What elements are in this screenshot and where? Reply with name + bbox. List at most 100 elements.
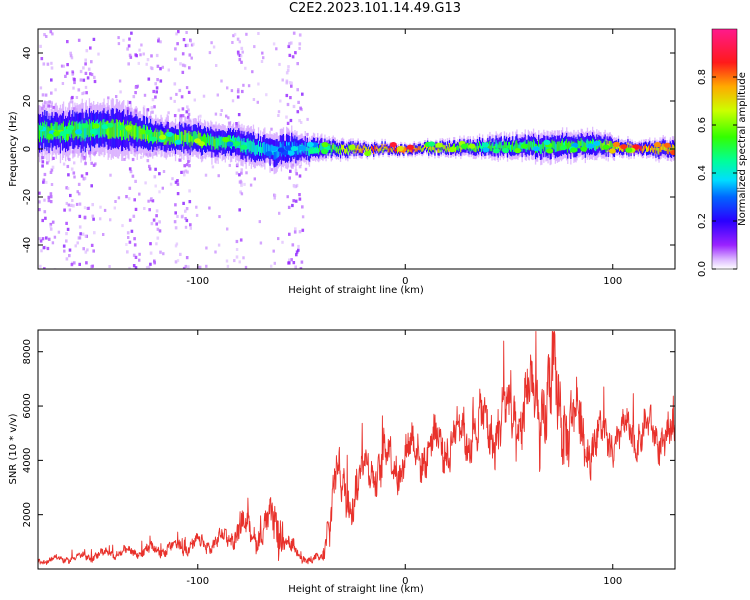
heatmap-cell bbox=[239, 179, 243, 183]
heatmap-cell bbox=[478, 141, 481, 148]
heatmap-cell bbox=[601, 143, 603, 151]
heatmap-cell bbox=[568, 141, 570, 149]
heatmap-cell bbox=[236, 37, 240, 41]
heatmap-cell bbox=[190, 131, 192, 142]
heatmap-cell bbox=[490, 145, 492, 152]
heatmap-cell bbox=[49, 224, 52, 228]
spectrogram-x-axis-label: Height of straight line (km) bbox=[288, 285, 424, 296]
heatmap-cell bbox=[70, 100, 73, 104]
heatmap-cell bbox=[288, 176, 291, 180]
heatmap-cell bbox=[293, 185, 296, 189]
heatmap-cell bbox=[218, 135, 220, 146]
heatmap-hotspot bbox=[593, 140, 601, 146]
heatmap-hotspot bbox=[174, 139, 182, 145]
heatmap-cell bbox=[257, 82, 260, 86]
heatmap-cell bbox=[498, 141, 500, 149]
heatmap-cell bbox=[260, 60, 264, 63]
heatmap-cell bbox=[199, 265, 202, 269]
heatmap-cell bbox=[150, 222, 154, 226]
heatmap-cell bbox=[511, 144, 513, 152]
heatmap-cell bbox=[174, 133, 177, 147]
heatmap-cell bbox=[186, 43, 189, 47]
heatmap-cell bbox=[509, 141, 511, 150]
heatmap-cell bbox=[110, 120, 112, 139]
heatmap-cell bbox=[140, 128, 142, 141]
heatmap-cell bbox=[193, 131, 195, 142]
heatmap-cell bbox=[395, 147, 398, 152]
heatmap-cell bbox=[214, 138, 216, 150]
heatmap-cell bbox=[219, 113, 222, 117]
heatmap-cell bbox=[68, 248, 72, 252]
heatmap-cell bbox=[82, 91, 86, 95]
heatmap-cell bbox=[239, 238, 243, 242]
snr-plot-area bbox=[38, 330, 675, 565]
heatmap-cell bbox=[228, 121, 231, 125]
heatmap-cell bbox=[131, 174, 135, 178]
heatmap-cell bbox=[86, 76, 90, 80]
heatmap-cell bbox=[347, 148, 349, 155]
heatmap-cell bbox=[82, 123, 84, 141]
heatmap-cell bbox=[65, 239, 68, 243]
heatmap-cell bbox=[175, 242, 179, 246]
heatmap-hotspot bbox=[580, 146, 588, 152]
heatmap-cell bbox=[99, 121, 101, 138]
heatmap-cell bbox=[294, 265, 297, 269]
heatmap-cell bbox=[144, 181, 147, 185]
heatmap-cell bbox=[115, 119, 118, 137]
heatmap-cell bbox=[286, 102, 290, 107]
heatmap-cell bbox=[399, 149, 401, 154]
heatmap-cell bbox=[186, 170, 189, 174]
heatmap-cell bbox=[171, 133, 174, 144]
heatmap-cell bbox=[69, 193, 72, 198]
heatmap-cell bbox=[247, 138, 249, 150]
heatmap-hotspot bbox=[448, 147, 456, 153]
heatmap-cell bbox=[68, 208, 72, 212]
heatmap-cell bbox=[74, 244, 77, 248]
heatmap-cell bbox=[75, 122, 77, 137]
heatmap-cell bbox=[197, 130, 200, 144]
heatmap-cell bbox=[488, 144, 490, 152]
heatmap-cell bbox=[121, 123, 123, 141]
heatmap-cell bbox=[52, 105, 56, 110]
heatmap-cell bbox=[582, 141, 584, 150]
heatmap-cell bbox=[410, 149, 412, 153]
heatmap-hotspot bbox=[38, 125, 44, 131]
snr-x-tick-label: 0 bbox=[402, 576, 408, 587]
heatmap-cell bbox=[134, 266, 138, 269]
heatmap-cell bbox=[127, 236, 130, 239]
heatmap-cell bbox=[655, 147, 657, 155]
heatmap-hotspot bbox=[514, 148, 522, 154]
heatmap-cell bbox=[237, 88, 240, 92]
heatmap-cell bbox=[44, 93, 48, 97]
heatmap-cell bbox=[155, 53, 159, 58]
heatmap-cell bbox=[188, 164, 191, 168]
heatmap-cell bbox=[84, 234, 87, 238]
heatmap-cell bbox=[289, 96, 292, 100]
heatmap-cell bbox=[242, 256, 245, 260]
heatmap-cell bbox=[285, 71, 289, 75]
heatmap-cell bbox=[225, 259, 229, 263]
heatmap-cell bbox=[84, 85, 88, 89]
spectrogram-heatmap bbox=[38, 30, 675, 269]
heatmap-cell bbox=[275, 146, 277, 159]
heatmap-cell bbox=[239, 190, 242, 194]
heatmap-cell bbox=[290, 81, 293, 85]
heatmap-cell bbox=[433, 146, 435, 151]
heatmap-cell bbox=[174, 203, 177, 207]
heatmap-cell bbox=[375, 146, 377, 152]
heatmap-cell bbox=[130, 31, 133, 35]
heatmap-cell bbox=[260, 142, 262, 153]
heatmap-cell bbox=[600, 141, 602, 149]
heatmap-cell bbox=[173, 114, 177, 118]
heatmap-cell bbox=[134, 207, 138, 211]
heatmap-cell bbox=[69, 54, 73, 58]
heatmap-cell bbox=[128, 240, 132, 244]
heatmap-cell bbox=[185, 31, 188, 34]
heatmap-cell bbox=[117, 121, 120, 139]
heatmap-cell bbox=[413, 145, 415, 149]
heatmap-cell bbox=[172, 133, 175, 143]
heatmap-cell bbox=[653, 148, 655, 153]
heatmap-hotspot bbox=[406, 144, 414, 150]
heatmap-cell bbox=[46, 121, 48, 140]
heatmap-cell bbox=[447, 147, 450, 153]
